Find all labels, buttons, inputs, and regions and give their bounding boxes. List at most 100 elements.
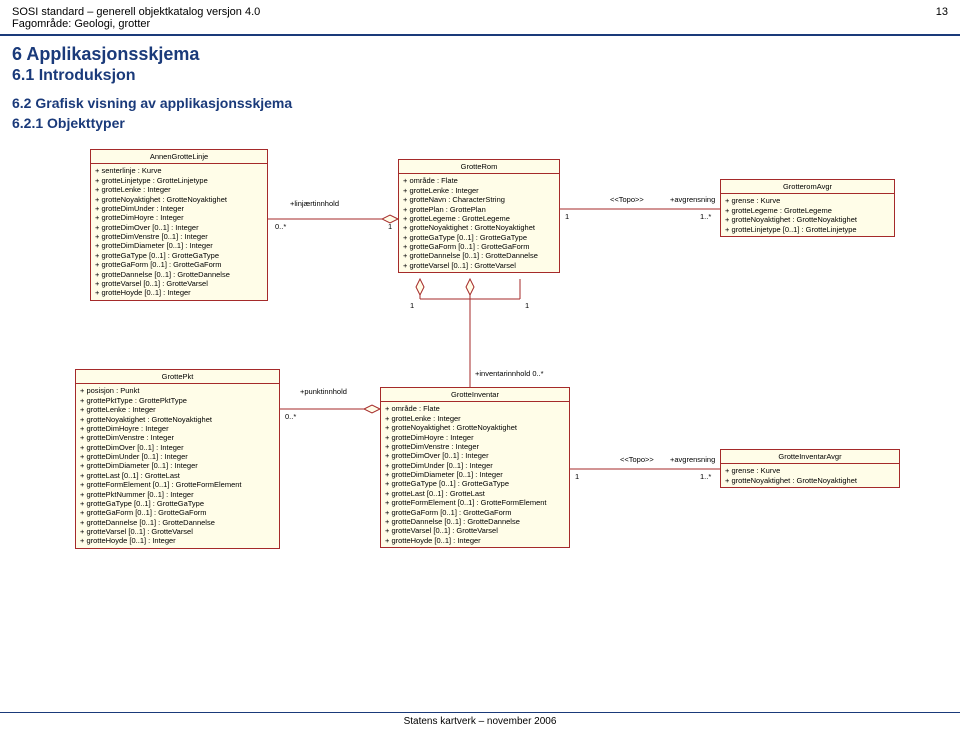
class-title: GrotteInventarAvgr [721,450,899,464]
attr-line: + grotteDimVenstre [0..1] : Integer [95,232,263,241]
attr-line: + grotteFormElement [0..1] : GrotteFormE… [80,480,275,489]
mult-zero-star: 0..* [275,222,286,231]
mult-one-d: 1 [525,301,529,310]
attr-line: + grotteGaType [0..1] : GrotteGaType [403,233,555,242]
attr-line: + grotteHoyde [0..1] : Integer [385,536,565,545]
attr-line: + grotteHoyde [0..1] : Integer [95,288,263,297]
attr-line: + grotteVarsel [0..1] : GrotteVarsel [80,527,275,536]
class-title: GrotteromAvgr [721,180,894,194]
attr-line: + grotteNoyaktighet : GrotteNoyaktighet [403,223,555,232]
class-grotte-inventar: GrotteInventar + område : Flate+ grotteL… [380,387,570,548]
attr-line: + grotteDimUnder [0..1] : Integer [385,461,565,470]
assoc-topo-b: <<Topo>> [620,455,654,464]
mult-one-e: 1 [575,472,579,481]
class-attrs: + grense : Kurve+ grotteNoyaktighet : Gr… [721,464,899,487]
class-grotte-pkt: GrottePkt + posisjon : Punkt+ grottePktT… [75,369,280,549]
class-grotte-inventar-avgr: GrotteInventarAvgr + grense : Kurve+ gro… [720,449,900,488]
uml-diagram: AnnenGrotteLinje + senterlinje : Kurve+ … [0,139,960,659]
attr-line: + grotteDimHoyre : Integer [95,213,263,222]
mult-one: 1 [388,222,392,231]
attr-line: + grotteLegeme : GrotteLegeme [403,214,555,223]
class-title: AnnenGrotteLinje [91,150,267,164]
attr-line: + grotteGaForm [0..1] : GrotteGaForm [385,508,565,517]
attr-line: + grottePktType : GrottePktType [80,396,275,405]
attr-line: + grottePktNummer [0..1] : Integer [80,490,275,499]
attr-line: + senterlinje : Kurve [95,166,263,175]
attr-line: + grotteFormElement [0..1] : GrotteFormE… [385,498,565,507]
attr-line: + grotteDimDiameter [0..1] : Integer [385,470,565,479]
section-heading-6-2: 6.2 Grafisk visning av applikasjonsskjem… [0,85,960,113]
class-grotterom-avgr: GrotteromAvgr + grense : Kurve+ grotteLe… [720,179,895,237]
attr-line: + grotteDimHoyre : Integer [80,424,275,433]
attr-line: + grotteDannelse [0..1] : GrotteDannelse [80,518,275,527]
attr-line: + grotteLast [0..1] : GrotteLast [80,471,275,480]
attr-line: + grotteGaForm [0..1] : GrotteGaForm [80,508,275,517]
attr-line: + grotteLinjetype : GrotteLinjetype [95,176,263,185]
section-heading-6-2-1: 6.2.1 Objekttyper [0,113,960,133]
class-title: GrottePkt [76,370,279,384]
attr-line: + grotteDimUnder : Integer [95,204,263,213]
class-attrs: + område : Flate+ grotteLenke : Integer +… [399,174,559,272]
mult-zero-star-b: 0..* [285,412,296,421]
mult-one-star: 1..* [700,212,711,221]
attr-line: + grotteGaType [0..1] : GrotteGaType [385,479,565,488]
attr-line: + posisjon : Punkt [80,386,275,395]
attr-line: + område : Flate [403,176,555,185]
attr-line: + grotteGaForm [0..1] : GrotteGaForm [95,260,263,269]
attr-line: + grotteNoyaktighet : GrotteNoyaktighet [80,415,275,424]
attr-line: + grotteDimVenstre : Integer [385,442,565,451]
attr-line: + grotteDimUnder [0..1] : Integer [80,452,275,461]
class-title: GrotteInventar [381,388,569,402]
class-annen-grotte-linje: AnnenGrotteLinje + senterlinje : Kurve+ … [90,149,268,301]
page-footer: Statens kartverk – november 2006 [0,712,960,727]
assoc-topo: <<Topo>> [610,195,644,204]
attr-line: + grotteDimOver [0..1] : Integer [385,451,565,460]
attr-line: + grotteVarsel [0..1] : GrotteVarsel [95,279,263,288]
class-grotte-rom: GrotteRom + område : Flate+ grotteLenke … [398,159,560,273]
section-heading-6-1: 6.1 Introduksjon [0,65,960,85]
attr-line: + grense : Kurve [725,466,895,475]
class-attrs: + område : Flate+ grotteLenke : Integer+… [381,402,569,547]
attr-line: + grotteHoyde [0..1] : Integer [80,536,275,545]
attr-line: + grotteDimDiameter [0..1] : Integer [95,241,263,250]
page-header: SOSI standard – generell objektkatalog v… [0,0,960,32]
attr-line: + grotteNoyaktighet : GrotteNoyaktighet [385,423,565,432]
attr-line: + grotteDimOver [0..1] : Integer [95,223,263,232]
attr-line: + grotteDimHoyre : Integer [385,433,565,442]
page-number: 13 [936,6,948,18]
attr-line: + grotteLenke : Integer [385,414,565,423]
attr-line: + grense : Kurve [725,196,890,205]
attr-line: + grotteLenke : Integer [403,186,555,195]
class-attrs: + senterlinje : Kurve+ grotteLinjetype :… [91,164,267,299]
attr-line: + grottePlan : GrottePlan [403,205,555,214]
mult-one-b: 1 [565,212,569,221]
attr-line: + grotteLast [0..1] : GrotteLast [385,489,565,498]
attr-line: + grotteLenke : Integer [80,405,275,414]
attr-line: + grotteDannelse [0..1] : GrotteDannelse [385,517,565,526]
attr-line: + grotteDimDiameter [0..1] : Integer [80,461,275,470]
header-rule [0,34,960,36]
attr-line: + grotteDimVenstre : Integer [80,433,275,442]
section-heading-6: 6 Applikasjonsskjema [0,40,960,65]
attr-line: + grotteDimOver [0..1] : Integer [80,443,275,452]
mult-one-c: 1 [410,301,414,310]
attr-line: + grotteGaType [0..1] : GrotteGaType [80,499,275,508]
attr-line: + grotteLinjetype [0..1] : GrotteLinjety… [725,225,890,234]
attr-line: + grotteNoyaktighet : GrotteNoyaktighet [725,215,890,224]
attr-line: + grotteDannelse [0..1] : GrotteDannelse [95,270,263,279]
class-attrs: + grense : Kurve+ grotteLegeme : GrotteL… [721,194,894,236]
attr-line: + grotteNoyaktighet : GrotteNoyaktighet [725,476,895,485]
header-subtitle: Fagområde: Geologi, grotter [12,18,948,30]
attr-line: + grotteLegeme : GrotteLegeme [725,206,890,215]
assoc-punkt: +punktinnhold [300,387,347,396]
attr-line: + grotteLenke : Integer [95,185,263,194]
attr-line: + grotteGaForm [0..1] : GrotteGaForm [403,242,555,251]
assoc-avgrensning: +avgrensning [670,195,715,204]
attr-line: + område : Flate [385,404,565,413]
class-title: GrotteRom [399,160,559,174]
attr-line: + grotteDannelse [0..1] : GrotteDannelse [403,251,555,260]
attr-line: + grotteNoyaktighet : GrotteNoyaktighet [95,195,263,204]
assoc-inventar: +inventarinnhold 0..* [475,369,544,378]
assoc-linjaer: +linjærtinnhold [290,199,339,208]
assoc-avgrensning-b: +avgrensning [670,455,715,464]
